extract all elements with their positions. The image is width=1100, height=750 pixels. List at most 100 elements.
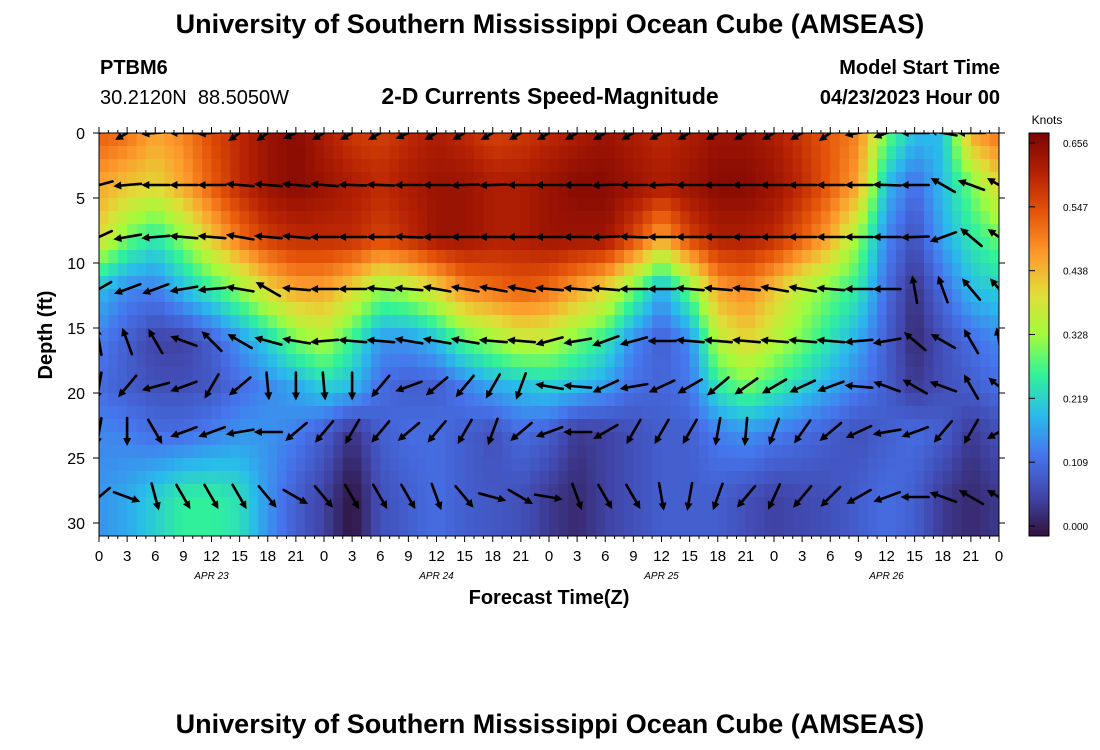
heat-cell: [661, 237, 672, 251]
heat-cell: [895, 263, 906, 277]
heat-cell: [858, 185, 869, 199]
heat-cell: [192, 406, 203, 420]
heat-cell: [942, 406, 953, 420]
heat-cell: [370, 419, 381, 433]
heat-cell: [933, 250, 944, 264]
heat-cell: [136, 484, 147, 498]
heat-cell: [839, 133, 850, 147]
heat-cell: [502, 289, 513, 303]
heat-cell: [389, 484, 400, 498]
heat-cell: [361, 445, 372, 459]
heat-cell: [492, 484, 503, 498]
current-arrow: [873, 380, 902, 393]
heat-cell: [286, 276, 297, 290]
heat-cell: [624, 497, 634, 511]
heat-cell: [295, 341, 306, 355]
heat-cell: [661, 432, 672, 446]
current-arrow: [929, 380, 958, 393]
colorbar-tick-label: 0.547: [1063, 203, 1088, 214]
heat-cell: [689, 367, 700, 381]
heat-cell: [727, 419, 738, 433]
heat-cell: [652, 380, 663, 394]
heat-cell: [314, 172, 325, 186]
heat-cell: [361, 315, 372, 329]
heat-cell: [155, 224, 166, 238]
heat-cell: [145, 510, 156, 524]
current-arrow: [675, 284, 705, 293]
heat-cell: [699, 263, 709, 277]
heat-cell: [436, 354, 447, 368]
heat-cell: [474, 510, 484, 524]
heat-cell: [970, 380, 981, 394]
heat-cell: [764, 406, 775, 420]
heat-cell: [652, 133, 663, 147]
heat-cell: [211, 445, 222, 459]
heat-cell: [192, 146, 203, 160]
heat-cell: [595, 445, 606, 459]
heat-cell: [661, 367, 672, 381]
heat-cell: [549, 289, 559, 303]
heat-cell: [952, 497, 963, 511]
heat-cell: [136, 328, 147, 342]
heat-cell: [764, 198, 775, 212]
heat-cell: [802, 497, 813, 511]
heat-cell: [286, 133, 297, 147]
heat-cell: [614, 445, 625, 459]
heat-cell: [108, 445, 119, 459]
heat-cell: [258, 380, 269, 394]
heat-cell: [211, 276, 222, 290]
current-arrow: [703, 336, 734, 345]
heat-cell: [520, 237, 531, 251]
heat-cell: [427, 484, 438, 498]
heat-cell: [661, 198, 672, 212]
heat-cell: [474, 224, 484, 238]
heat-cell: [811, 276, 822, 290]
heat-cell: [305, 263, 316, 277]
heat-cell: [877, 276, 888, 290]
heat-cell: [811, 497, 822, 511]
heat-cell: [220, 497, 231, 511]
heat-cell: [886, 250, 897, 264]
heat-cell: [211, 523, 222, 536]
heat-cell: [389, 250, 400, 264]
heat-cell: [389, 406, 400, 420]
heat-cell: [614, 432, 625, 446]
heat-cell: [361, 211, 372, 225]
heat-cell: [661, 445, 672, 459]
heat-cell: [661, 289, 672, 303]
heat-cell: [595, 289, 606, 303]
heat-cell: [277, 185, 288, 199]
heat-cell: [295, 354, 306, 368]
heat-cell: [511, 484, 522, 498]
heat-cell: [811, 133, 822, 147]
heat-cell: [708, 354, 719, 368]
heat-cell: [202, 458, 213, 472]
heat-cell: [145, 185, 156, 199]
current-arrow: [422, 233, 452, 241]
heat-cell: [877, 471, 888, 485]
heat-cell: [877, 224, 888, 238]
heat-cell: [970, 172, 981, 186]
heat-cell: [764, 471, 775, 485]
heat-cell: [980, 302, 991, 316]
heat-cell: [586, 341, 597, 355]
heat-cell: [614, 419, 625, 433]
heat-cell: [652, 510, 663, 524]
x-tick-label: 12: [203, 548, 220, 565]
heat-cell: [980, 471, 991, 485]
current-arrow: [677, 133, 693, 140]
heat-cell: [624, 250, 634, 264]
heat-cell: [492, 367, 503, 381]
heat-cell: [230, 471, 241, 485]
heat-cell: [933, 133, 944, 147]
heat-cell: [502, 484, 513, 498]
heat-cell: [745, 133, 756, 147]
current-arrow: [760, 233, 790, 241]
heat-cell: [961, 445, 972, 459]
heat-cell: [174, 315, 184, 329]
heat-cell: [361, 224, 372, 238]
heat-cell: [530, 497, 541, 511]
heat-cell: [980, 198, 991, 212]
heat-cell: [230, 367, 241, 381]
heat-cell: [483, 263, 494, 277]
